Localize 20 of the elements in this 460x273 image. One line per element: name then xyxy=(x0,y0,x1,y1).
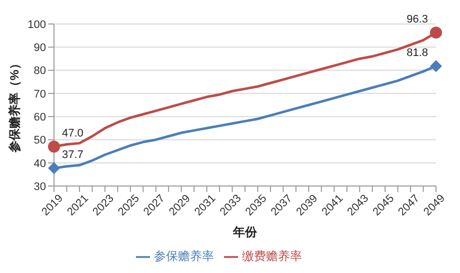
point xyxy=(430,26,442,39)
y-tick-label: 60 xyxy=(34,111,46,124)
y-tick-label: 40 xyxy=(34,158,46,170)
y-tick-label: 50 xyxy=(34,134,46,147)
y-axis-title: 参保赡养率（%） xyxy=(7,58,22,154)
data-label: 96.3 xyxy=(406,14,428,26)
data-label: 81.8 xyxy=(406,47,428,60)
legend-label: 参保赡养率 xyxy=(154,249,214,263)
y-tick-label: 70 xyxy=(34,88,46,100)
y-tick-label: 90 xyxy=(34,42,46,54)
y-tick-label: 100 xyxy=(28,18,46,31)
data-label: 47.0 xyxy=(62,128,84,140)
y-tick-label: 80 xyxy=(34,65,46,78)
y-tick-label: 30 xyxy=(34,180,46,193)
legend-label: 缴费赡养率 xyxy=(242,249,302,263)
data-label: 37.7 xyxy=(62,149,84,162)
point xyxy=(48,162,60,174)
x-axis-title: 年份 xyxy=(232,225,258,239)
point xyxy=(48,140,60,153)
point xyxy=(430,60,442,72)
